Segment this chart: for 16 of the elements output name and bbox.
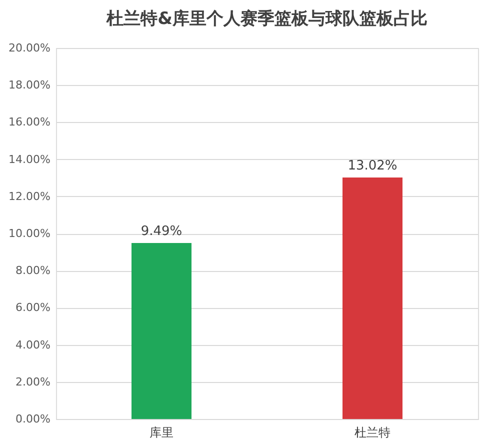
y-tick-label: 4.00%	[16, 338, 50, 352]
y-tick-label: 20.00%	[8, 42, 50, 54]
x-tick-label: 库里	[150, 426, 174, 440]
y-tick-label: 10.00%	[8, 227, 50, 240]
y-tick-label: 0.00%	[16, 412, 50, 426]
y-tick-label: 14.00%	[8, 152, 50, 166]
y-tick-label: 8.00%	[16, 264, 50, 278]
y-tick-label: 2.00%	[16, 375, 50, 388]
x-tick-label: 杜兰特	[354, 426, 390, 440]
data-label: 13.02%	[348, 158, 398, 174]
data-label: 9.49%	[140, 224, 182, 239]
y-tick-label: 6.00%	[16, 301, 50, 314]
y-tick-label: 16.00%	[8, 116, 50, 129]
chart-title: 杜兰特&库里个人赛季篮板与球队篮板占比	[106, 9, 428, 29]
y-tick-label: 12.00%	[8, 190, 50, 203]
y-tick-label: 18.00%	[8, 78, 50, 92]
